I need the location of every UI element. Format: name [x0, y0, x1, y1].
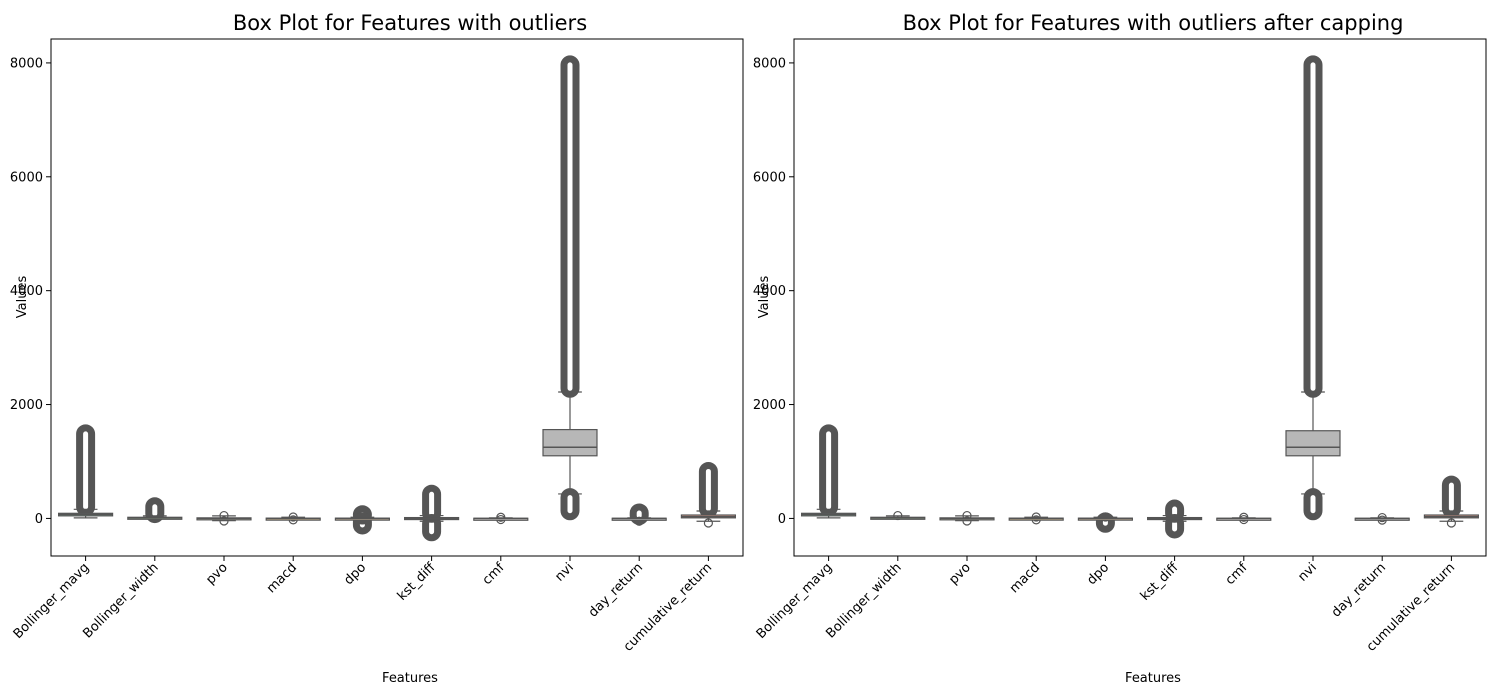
outliers-low [426, 518, 438, 538]
box-macd [266, 513, 320, 524]
box-dpo [335, 509, 389, 531]
y-tick-label: 2000 [753, 398, 786, 413]
plot-area: 02000400060008000Bollinger_mavgBollinger… [10, 39, 743, 655]
box-kst_diff [1148, 503, 1202, 535]
iqr-box [1286, 431, 1340, 456]
box-macd [1009, 513, 1063, 524]
x-tick-label: macd [264, 560, 300, 596]
outliers-high [564, 59, 576, 394]
x-tick-label: pvo [203, 560, 231, 588]
y-tick-label: 6000 [753, 170, 786, 185]
chart-title: Box Plot for Features with outliers [233, 11, 587, 35]
x-tick-label: macd [1007, 560, 1043, 596]
iqr-box [543, 430, 597, 456]
right-box-plot-panel: Box Plot for Features with outliers afte… [753, 11, 1486, 686]
x-tick-label: day_return [586, 560, 646, 620]
box-nvi [543, 59, 597, 517]
x-tick-label: nvi [1295, 560, 1319, 584]
box-kst_diff [405, 488, 459, 538]
left-box-plot-panel: Box Plot for Features with outliers Feat… [10, 11, 743, 686]
x-tick-label: day_return [1329, 560, 1389, 620]
box-day_return [612, 507, 666, 525]
axes-frame [794, 39, 1486, 556]
chart-title: Box Plot for Features with outliers afte… [903, 11, 1404, 35]
box-cmf [474, 513, 528, 523]
y-tick-label: 0 [778, 512, 786, 527]
x-tick-label: kst_diff [1138, 559, 1182, 603]
x-tick-label: Bollinger_width [80, 560, 161, 641]
box-cumulative_return [681, 465, 735, 527]
box-pvo [197, 512, 251, 525]
outliers-high [823, 428, 835, 513]
x-axis-label: Features [1125, 671, 1181, 686]
x-tick-label: Bollinger_width [823, 560, 904, 641]
x-tick-label: pvo [946, 560, 974, 588]
y-tick-label: 8000 [10, 56, 43, 71]
y-tick-label: 6000 [10, 170, 43, 185]
y-tick-label: 8000 [753, 56, 786, 71]
x-tick-label: kst_diff [395, 559, 439, 603]
box-day_return [1355, 514, 1409, 525]
box-Bollinger_mavg [59, 428, 113, 518]
box-dpo [1078, 513, 1132, 529]
y-tick-label: 4000 [753, 284, 786, 299]
box-pvo [940, 512, 994, 525]
outliers-high [702, 465, 714, 514]
box-Bollinger_width [128, 501, 182, 520]
y-tick-label: 4000 [10, 284, 43, 299]
x-tick-label: cmf [1223, 560, 1251, 588]
y-tick-label: 2000 [10, 398, 43, 413]
outliers-high [80, 428, 92, 513]
box-Bollinger_mavg [802, 428, 856, 518]
box-Bollinger_width [871, 512, 925, 520]
outliers-low [1307, 492, 1319, 517]
x-axis-label: Features [382, 671, 438, 686]
x-tick-label: cmf [480, 560, 508, 588]
outliers-low [564, 492, 576, 517]
axes-frame [51, 39, 743, 556]
plot-area: 02000400060008000Bollinger_mavgBollinger… [753, 39, 1486, 655]
box-nvi [1286, 59, 1340, 517]
outliers-high [1307, 59, 1319, 394]
y-tick-label: 0 [35, 512, 43, 527]
box-cmf [1217, 513, 1271, 523]
x-tick-label: dpo [341, 560, 369, 588]
x-tick-label: nvi [552, 560, 576, 584]
x-tick-label: dpo [1084, 560, 1112, 588]
outliers-high [1445, 479, 1457, 514]
box-cumulative_return [1424, 479, 1478, 527]
